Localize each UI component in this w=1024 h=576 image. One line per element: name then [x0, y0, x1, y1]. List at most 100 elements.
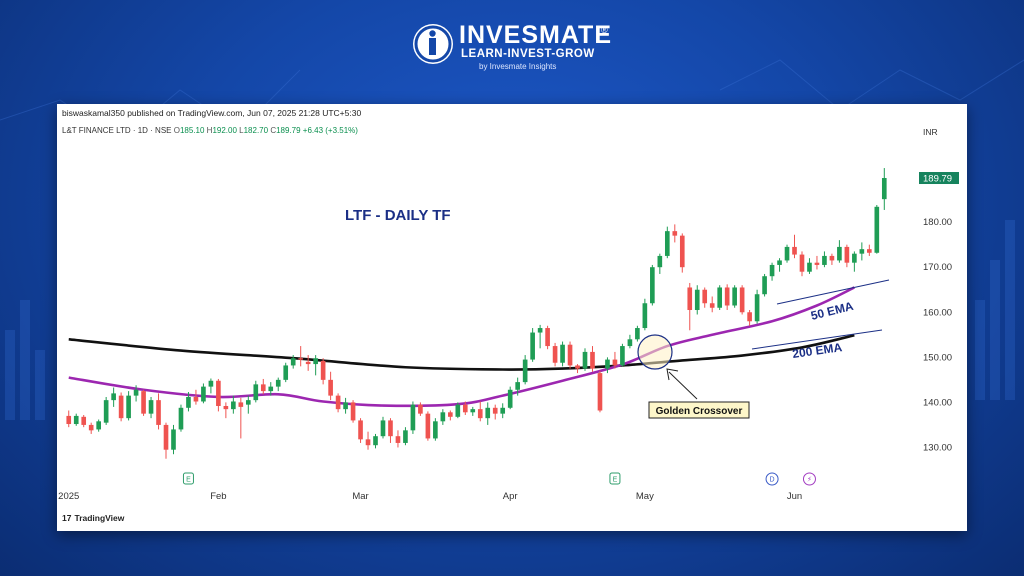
candle-body [582, 351, 588, 369]
candle-body [859, 249, 865, 254]
candle-body [380, 420, 386, 437]
candle-body [223, 405, 229, 410]
candle-body [844, 246, 850, 263]
candle-body [672, 231, 678, 236]
candle-body [433, 421, 438, 439]
currency-label: INR [923, 127, 938, 137]
candle-body [799, 254, 805, 272]
brand-tagline: LEARN-INVEST-GROW [461, 48, 595, 60]
candlestick-chart[interactable]: INR 130.00 140.00 150.00 160.00 170.00 180.00 1… [57, 104, 967, 531]
x-tick-label: Feb [210, 491, 226, 502]
y-tick-label: 130.00 [923, 442, 952, 453]
candle-body [193, 396, 199, 402]
candle-body [216, 380, 221, 406]
candle-body [462, 404, 468, 413]
candle-body [88, 424, 94, 431]
candle-body [208, 380, 214, 387]
candle-body [807, 262, 812, 272]
candle-body [260, 384, 266, 392]
candle-body [103, 400, 109, 423]
candle-body [492, 407, 498, 414]
candle-body [126, 395, 131, 419]
publisher-line: biswaskamal350 published on TradingView.… [62, 108, 362, 118]
candle-body [694, 289, 700, 311]
candle-body [545, 328, 550, 347]
annotations-group: LTF - DAILY TF 50 EMA 200 EMA Golden Crosso… [345, 207, 890, 419]
earnings-marker-label: E [613, 477, 618, 484]
symbol-ohlc-line: L&T FINANCE LTD · 1D · NSE O185.10 H192.… [62, 126, 358, 135]
candle-body [66, 415, 72, 425]
candle-body [373, 436, 378, 446]
candle-body [762, 276, 767, 295]
candle-body [724, 287, 730, 306]
chart-card: biswaskamal350 published on TradingView.… [57, 104, 967, 531]
ema200-line [68, 333, 855, 371]
crossover-label: Golden Crossover [656, 406, 743, 417]
candle-body [335, 395, 341, 410]
ema200-group [68, 333, 855, 371]
candles-group [66, 168, 887, 459]
brand-logo-icon [413, 24, 453, 64]
candle-body [343, 402, 348, 410]
ema200-pointer [751, 329, 883, 350]
ema50-group [68, 286, 855, 408]
candle-body [81, 416, 87, 425]
candle-body [522, 359, 528, 383]
candle-body [305, 361, 311, 365]
candle-body [552, 346, 558, 363]
candle-body [560, 344, 565, 363]
candle-body [537, 328, 543, 333]
close-value: 189.79 [276, 126, 301, 135]
candle-body [792, 246, 797, 255]
candle-body [275, 379, 281, 387]
ema50-pointer [776, 279, 890, 305]
candle-body [365, 439, 371, 446]
candle-body [298, 358, 304, 360]
y-tick-label: 150.00 [923, 352, 952, 363]
x-tick-label: May [636, 491, 654, 502]
axis-group: INR 130.00 140.00 150.00 160.00 170.00 180.00 1… [58, 127, 959, 502]
candle-body [664, 231, 670, 256]
x-tick-label: Mar [352, 491, 368, 502]
candle-body [837, 246, 842, 261]
ema50-line [68, 286, 855, 408]
candle-body [702, 289, 708, 304]
brand-logo: INVESMATE ® LEARN-INVEST-GROW by Invesma… [413, 21, 613, 71]
candle-body [245, 400, 251, 405]
candle-body [620, 346, 625, 366]
split-marker [802, 472, 816, 486]
tradingview-logo-icon: 17 [62, 513, 72, 523]
candle-body [425, 413, 431, 439]
candle-body [829, 255, 835, 261]
high-label: H [206, 126, 213, 135]
last-price-label: 189.79 [923, 174, 952, 185]
y-tick-label: 160.00 [923, 307, 952, 318]
open-label: O [173, 126, 180, 135]
brand-name: INVESMATE [459, 21, 612, 49]
candle-body [852, 253, 857, 263]
split-marker-label: ⚡ [807, 476, 812, 484]
candle-body [739, 287, 745, 313]
candle-body [148, 400, 154, 414]
candle-body [403, 430, 408, 443]
candle-body [822, 255, 827, 265]
candle-body [605, 359, 610, 369]
crossover-circle [637, 334, 673, 370]
candle-body [709, 303, 715, 308]
ema200-label: 200 EMA [791, 340, 843, 361]
low-label: L [239, 126, 244, 135]
tradingview-logo: 17 TradingView [62, 513, 124, 523]
candle-body [657, 255, 663, 268]
candle-body [96, 421, 101, 430]
candle-body [178, 407, 184, 430]
candle-body [597, 373, 603, 411]
candle-body [507, 389, 513, 408]
ema50-label: 50 EMA [809, 299, 855, 323]
dividend-marker [765, 472, 779, 486]
low-value: 182.70 [243, 126, 269, 135]
last-price-tag [919, 172, 959, 185]
brand-byline: by Invesmate Insights [479, 62, 557, 71]
candle-body [485, 407, 491, 419]
candle-body [313, 358, 318, 365]
candle-body [530, 332, 535, 360]
